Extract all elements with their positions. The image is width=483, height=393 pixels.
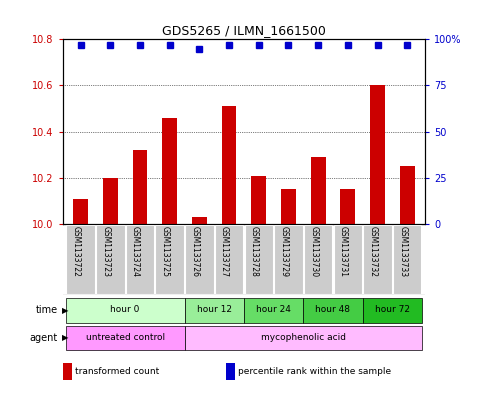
- Text: GSM1133726: GSM1133726: [190, 226, 199, 277]
- Text: GSM1133722: GSM1133722: [71, 226, 81, 277]
- Text: hour 24: hour 24: [256, 305, 291, 314]
- Bar: [226, 363, 235, 380]
- Bar: [341, 189, 355, 224]
- Text: GSM1133732: GSM1133732: [369, 226, 378, 277]
- Text: GSM1133733: GSM1133733: [398, 226, 407, 277]
- Text: GSM1133730: GSM1133730: [309, 226, 318, 277]
- Text: hour 0: hour 0: [111, 305, 140, 314]
- Text: agent: agent: [30, 333, 58, 343]
- Bar: [244, 225, 273, 294]
- Title: GDS5265 / ILMN_1661500: GDS5265 / ILMN_1661500: [162, 24, 326, 37]
- Bar: [215, 225, 243, 294]
- Bar: [304, 225, 332, 294]
- Bar: [185, 225, 213, 294]
- Text: ▶: ▶: [62, 334, 68, 342]
- Text: GSM1133724: GSM1133724: [131, 226, 140, 277]
- Bar: [363, 225, 392, 294]
- Bar: [66, 298, 185, 323]
- Bar: [192, 217, 207, 224]
- Bar: [400, 166, 414, 224]
- Bar: [393, 225, 422, 294]
- Text: GSM1133729: GSM1133729: [280, 226, 288, 277]
- Bar: [63, 363, 72, 380]
- Bar: [185, 298, 244, 323]
- Bar: [132, 150, 147, 224]
- Text: GSM1133723: GSM1133723: [101, 226, 110, 277]
- Text: transformed count: transformed count: [75, 367, 160, 376]
- Text: GSM1133725: GSM1133725: [161, 226, 170, 277]
- Bar: [96, 225, 125, 294]
- Text: untreated control: untreated control: [85, 333, 165, 342]
- Bar: [251, 176, 266, 224]
- Bar: [66, 325, 185, 351]
- Bar: [156, 225, 184, 294]
- Text: percentile rank within the sample: percentile rank within the sample: [239, 367, 392, 376]
- Bar: [103, 178, 118, 224]
- Text: time: time: [36, 305, 58, 316]
- Bar: [66, 225, 95, 294]
- Bar: [73, 198, 88, 224]
- Bar: [334, 225, 362, 294]
- Text: ▶: ▶: [62, 306, 68, 315]
- Bar: [222, 106, 237, 224]
- Bar: [162, 118, 177, 224]
- Text: GSM1133728: GSM1133728: [250, 226, 259, 277]
- Text: hour 48: hour 48: [315, 305, 351, 314]
- Bar: [244, 298, 303, 323]
- Bar: [126, 225, 154, 294]
- Text: hour 72: hour 72: [375, 305, 410, 314]
- Bar: [185, 325, 422, 351]
- Bar: [311, 157, 326, 224]
- Text: GSM1133727: GSM1133727: [220, 226, 229, 277]
- Text: mycophenolic acid: mycophenolic acid: [261, 333, 346, 342]
- Text: hour 12: hour 12: [197, 305, 232, 314]
- Bar: [303, 298, 363, 323]
- Bar: [363, 298, 422, 323]
- Bar: [370, 85, 385, 224]
- Text: GSM1133731: GSM1133731: [339, 226, 348, 277]
- Bar: [274, 225, 303, 294]
- Bar: [281, 189, 296, 224]
